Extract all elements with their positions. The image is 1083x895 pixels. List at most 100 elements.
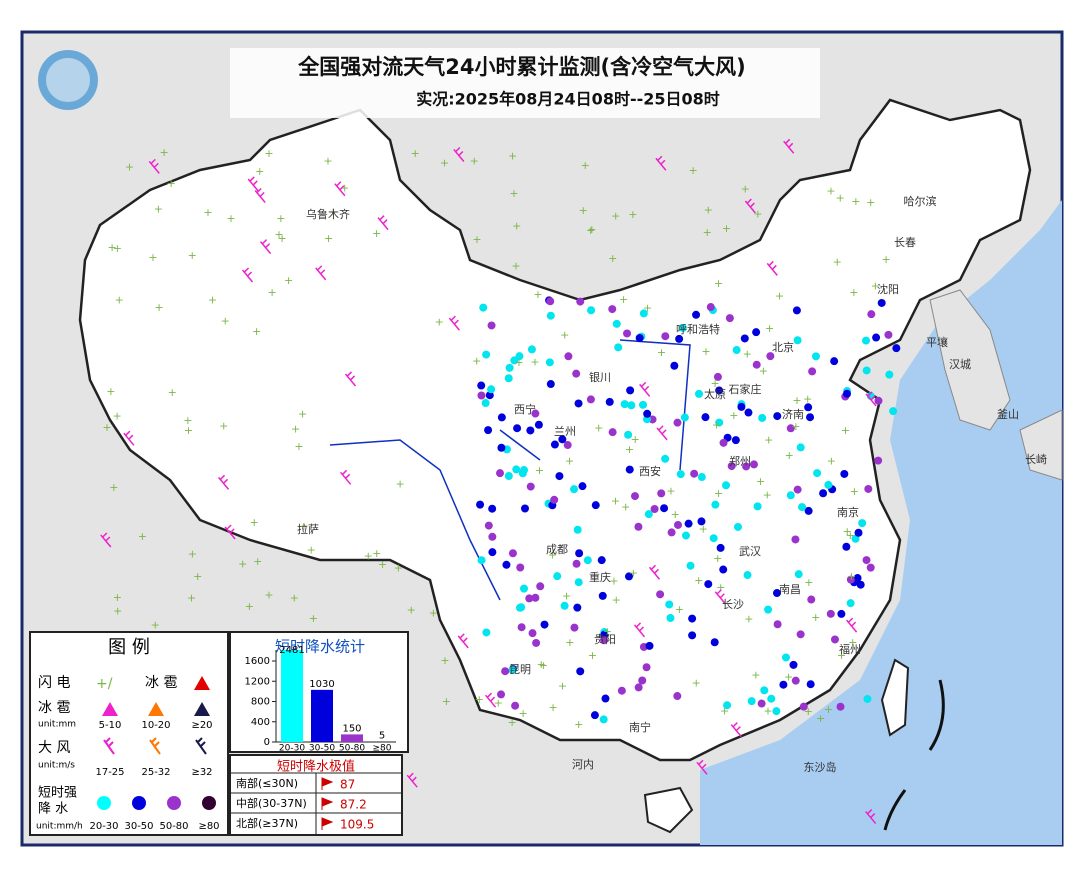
rain-dot [781,653,790,662]
city-label: 太原 [704,388,726,401]
wind-mark [334,181,346,197]
legend-box [29,631,229,836]
rain-dot [526,482,535,491]
rain-dot [487,385,496,394]
lightning-mark: + [290,591,299,604]
legend-symbol [148,702,164,716]
wind-mark [260,239,272,255]
wind-mark [484,692,497,708]
city-label: 河内 [572,757,594,771]
lightning-mark: + [608,252,617,265]
rain-dot [560,601,569,610]
rain-dot [854,528,863,537]
title-bg [230,48,820,118]
wind-mark [340,469,352,485]
rain-dot [830,635,839,644]
rain-dot [502,560,511,569]
rain-dot [531,593,540,602]
lightning-mark: + [711,377,720,390]
lightning-mark: + [579,204,588,217]
rain-dot [710,638,719,647]
rain-dot [667,528,676,537]
rain-dot [624,430,633,439]
city-label: 北京 [772,340,794,354]
rain-dot [791,676,800,685]
lightning-mark: + [372,227,381,240]
lightning-mark: + [792,394,801,407]
rain-dot [804,403,813,412]
city-label: 呼和浩特 [676,322,720,336]
city-label: 成都 [546,543,568,556]
lightning-mark: + [826,184,835,197]
lightning-mark: + [548,701,557,714]
legend-level: 50-80 [159,821,188,832]
rain-dot [690,469,699,478]
rain-dot [573,525,582,534]
lightning-mark: + [866,196,875,209]
weather-marks: + + + + + + + + + + + + + + + + + + + + + + + + + + + + + + + + + + + + + + + +… [100,138,901,825]
legend-level: 30-50 [124,821,153,832]
rain-dot [590,711,599,720]
lightning-mark: + [472,354,481,367]
flag [321,817,334,830]
lightning-mark: + [184,424,193,437]
x-tick-label: 50-80 [339,744,365,754]
rain-dot [692,310,701,319]
lightning-mark: + [219,419,228,432]
rain-dot [550,440,559,449]
rain-dot [644,510,653,519]
wind-mark [457,633,469,649]
lightning-mark: + [378,558,387,571]
city-label: 釜山 [997,407,1019,421]
lightning-mark: + [714,487,723,500]
rain-dot [758,413,767,422]
lightning-mark: + [440,156,449,169]
rain-dot [673,520,682,529]
lightning-mark: + [429,607,438,620]
lightning-mark: + [188,548,197,561]
rain-dot [725,314,734,323]
lightning-mark: + [221,314,230,327]
region: 北部(≥37N) [236,816,298,830]
rain-dot [706,303,715,312]
rain-dot [546,297,555,306]
rain-dot [488,504,497,513]
rain-dot [497,413,506,422]
rain-dot [684,519,693,528]
legend-level: ≥32 [191,767,212,778]
rain-dot [546,380,555,389]
rain-dot [733,522,742,531]
rain-dot [479,303,488,312]
lightning-mark: + [611,210,620,223]
lightning-mark: + [720,704,729,717]
wind-mark [696,759,708,775]
lightning-mark: + [494,696,503,709]
lightning-mark: + [537,658,546,671]
rain-dot [517,603,526,612]
city-label: 南京 [837,505,859,519]
rain-dot [804,506,813,515]
lightning-mark: + [395,478,404,491]
korea [929,289,1011,431]
legend-unit: unit:m/s [38,761,75,771]
city-label: 长沙 [722,598,744,611]
wind-mark [846,617,858,633]
rain-dot [676,470,685,479]
rain-dot [550,495,559,504]
wind-mark [217,474,230,490]
rain-dot [840,469,849,478]
lightning-mark: + [255,165,264,178]
lightning-mark: + [113,591,122,604]
lightning-mark: + [435,315,444,328]
rain-dot [625,465,634,474]
wind-mark [148,158,160,174]
bar [281,650,303,742]
rain-dot [520,584,529,593]
lightning-mark: + [675,603,684,616]
wind-mark [648,564,661,580]
lightning-mark: + [843,525,852,538]
rain-dot [570,485,579,494]
legend-level: 17-25 [95,767,124,778]
rain-dot [786,424,795,433]
region: 南部(≤30N) [236,776,298,790]
